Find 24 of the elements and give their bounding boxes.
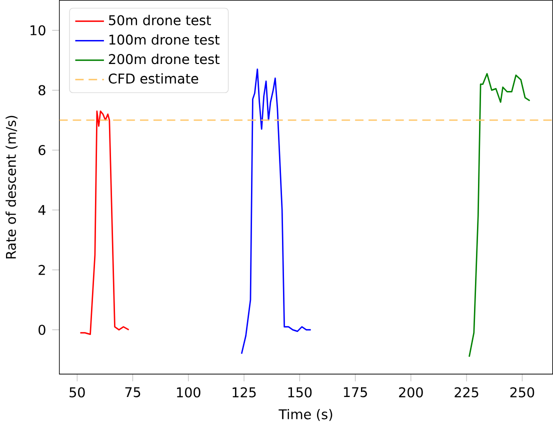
x-axis-title: Time (s) (278, 409, 332, 422)
y-tick-label: 2 (38, 265, 45, 276)
y-tick-label: 0 (38, 324, 46, 336)
x-tick-label: 150 (288, 387, 312, 398)
legend-label: 100m drone test (109, 34, 220, 45)
x-tick-label: 100 (177, 387, 200, 398)
legend-label: 50m drone test (109, 15, 211, 26)
x-tick-label: 250 (510, 387, 534, 398)
legend-label: 200m drone test (108, 54, 220, 64)
y-tick-label: 10 (30, 25, 46, 36)
line-series (468, 73, 530, 358)
x-tick-label: 75 (125, 387, 140, 398)
y-tick-label: 6 (38, 145, 46, 156)
y-tick-label: 8 (38, 85, 46, 96)
line-series (80, 110, 130, 336)
line-series (240, 68, 312, 355)
y-tick-label: 4 (38, 205, 46, 216)
x-tick-label: 125 (232, 387, 256, 398)
y-axis-title: Rate of descent (m/s) (6, 116, 18, 259)
x-tick-label: 200 (399, 387, 423, 398)
x-tick-label: 50 (70, 387, 85, 398)
legend-label: CFD estimate (108, 73, 198, 84)
x-tick-label: 175 (344, 387, 367, 398)
x-tick-label: 225 (454, 387, 478, 398)
